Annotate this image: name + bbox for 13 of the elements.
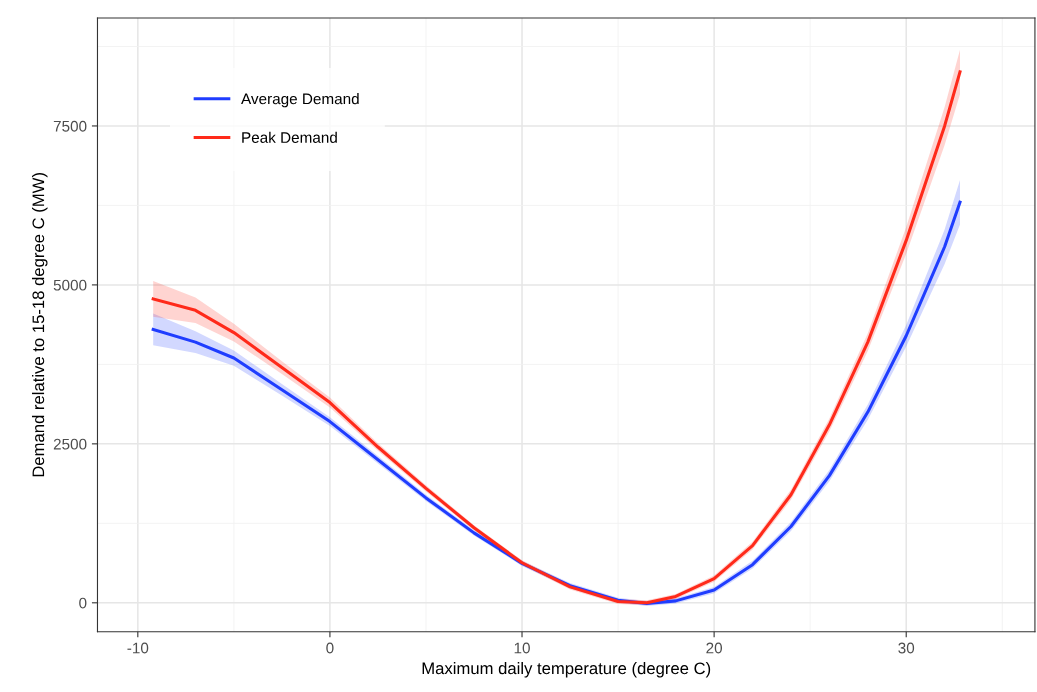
x-tick-label: 10 <box>514 642 530 654</box>
legend-label: Peak Demand <box>242 131 337 143</box>
y-tick-label: 7500 <box>53 120 87 132</box>
x-tick-label: 20 <box>706 642 723 654</box>
x-tick-label: 0 <box>326 642 334 654</box>
legend-label: Average Demand <box>241 93 359 108</box>
x-tick-label: -10 <box>127 642 149 654</box>
y-axis-title: Demand relative to 15-18 degree C (MW) <box>31 173 48 477</box>
x-axis-title: Maximum daily temperature (degree C) <box>422 662 711 678</box>
y-tick-label: 0 <box>79 597 87 609</box>
x-tick-label: 30 <box>898 642 915 654</box>
y-tick-label: 5000 <box>53 279 87 291</box>
y-tick-label: 2500 <box>53 438 87 450</box>
